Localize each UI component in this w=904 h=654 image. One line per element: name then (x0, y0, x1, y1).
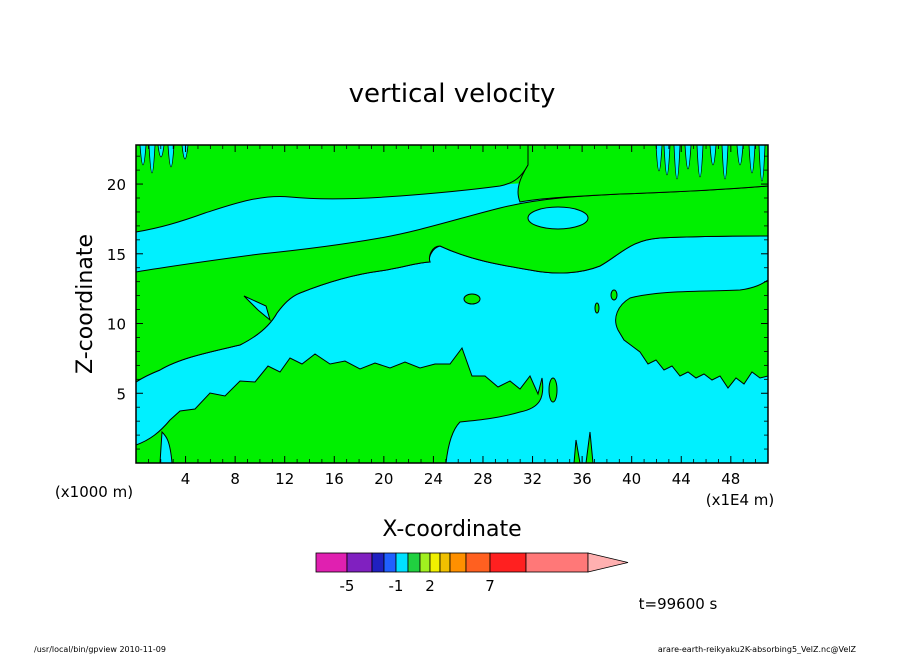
spike (696, 145, 704, 178)
cyan-notch (243, 295, 271, 322)
spike (758, 145, 766, 182)
x-tick-label: 20 (374, 470, 393, 488)
y-tick-label: 15 (107, 246, 126, 264)
spike (673, 145, 681, 180)
colorbar-swatch (346, 552, 373, 573)
colorbar-label: 7 (485, 577, 495, 595)
colorbar-label: -5 (340, 577, 355, 595)
time-label: t=99600 s (639, 595, 718, 613)
x-tick-label: 44 (672, 470, 691, 488)
y-axis-label: Z-coordinate (73, 234, 98, 374)
chart-title: vertical velocity (349, 79, 556, 109)
colorbar: -5 -1 2 7 (315, 552, 629, 595)
spikes-bottom (573, 431, 594, 463)
region-right-lobe (615, 279, 768, 389)
cyan-oval (527, 206, 589, 230)
colorbar-arrow (587, 552, 629, 573)
region-middle-green (136, 185, 768, 383)
colorbar-swatch (383, 552, 397, 573)
y-tick-label: 5 (116, 385, 126, 403)
small-oval (594, 302, 600, 314)
y-axis: 5 10 15 20 (107, 155, 768, 450)
colorbar-label: -1 (389, 577, 404, 595)
colorbar-swatch (395, 552, 409, 573)
x-tick-label: 32 (523, 470, 542, 488)
colorbar-swatch (315, 552, 348, 573)
x-tick-label: 12 (275, 470, 294, 488)
x-tick-label: 16 (325, 470, 344, 488)
small-oval (463, 293, 481, 305)
region-lower-lobe (136, 346, 544, 463)
colorbar-swatch (439, 552, 451, 573)
small-oval (610, 289, 618, 301)
x-tick-label: 36 (573, 470, 592, 488)
colorbar-swatch (429, 552, 441, 573)
colorbar-swatch (449, 552, 467, 573)
colorbar-swatch (525, 552, 589, 573)
x-unit-right: (x1E4 m) (706, 491, 775, 509)
x-axis: 4 8 12 16 20 24 28 32 36 40 44 48 (147, 145, 757, 488)
plot-area (135, 144, 769, 464)
colorbar-swatch (407, 552, 421, 573)
colorbar-swatch (489, 552, 527, 573)
x-tick-label: 48 (721, 470, 740, 488)
y-tick-label: 20 (107, 176, 126, 194)
x-tick-label: 28 (473, 470, 492, 488)
x-tick-label: 4 (181, 470, 191, 488)
colorbar-swatch (465, 552, 491, 573)
y-tick-label: 10 (107, 316, 126, 334)
colorbar-swatch (371, 552, 385, 573)
colorbar-label: 2 (425, 577, 435, 595)
plot-frame (135, 144, 769, 464)
spike (721, 145, 729, 180)
small-oval (548, 377, 558, 403)
region-top-right (517, 145, 768, 203)
footer-left: /usr/local/bin/gpview 2010-11-09 (34, 645, 166, 654)
x-tick-label: 8 (230, 470, 240, 488)
colorbar-swatch (419, 552, 431, 573)
x-tick-label: 24 (424, 470, 443, 488)
region-top-left (136, 145, 529, 233)
x-tick-label: 40 (622, 470, 641, 488)
x-axis-label: X-coordinate (382, 517, 521, 542)
spike (663, 145, 671, 176)
footer-right: arare-earth-reikyaku2K-absorbing5_VelZ.n… (658, 645, 857, 654)
x-unit-left: (x1000 m) (55, 483, 133, 501)
